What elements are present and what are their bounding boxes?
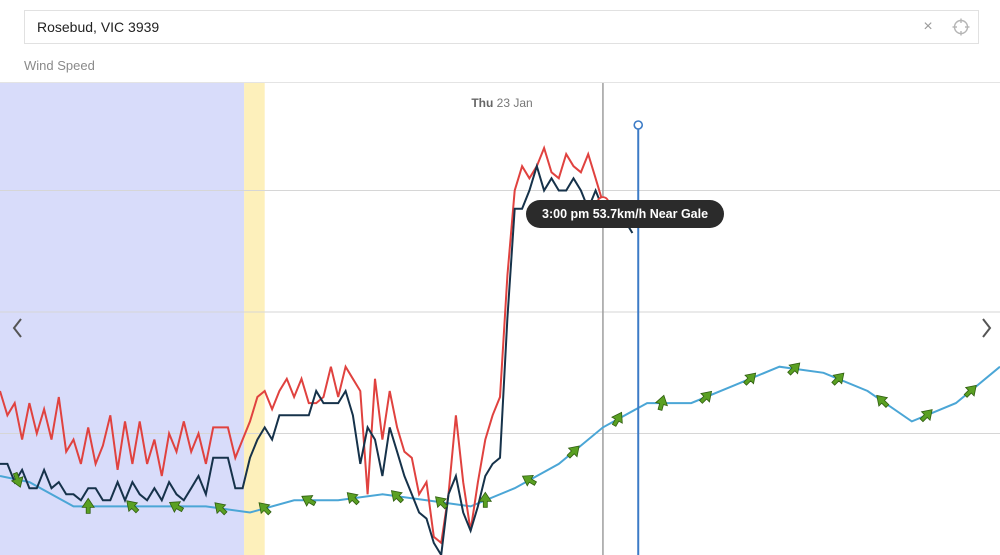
wind-direction-arrow-icon (787, 362, 801, 376)
close-icon[interactable]: × (923, 18, 933, 35)
wind-direction-arrow-icon (478, 491, 493, 508)
wind-direction-arrow-icon (214, 502, 228, 516)
wind-direction-arrow-icon (876, 394, 890, 409)
wind-direction-arrow-icon (963, 384, 977, 398)
arrow-shape (478, 491, 493, 508)
arrow-shape (435, 496, 449, 510)
wind-direction-arrow-icon (126, 500, 140, 514)
chevron-left-icon[interactable] (8, 311, 28, 345)
wind-direction-arrow-icon (435, 496, 449, 510)
chart-svg (0, 83, 1000, 555)
arrow-shape (301, 495, 317, 507)
wind-direction-arrow-icon (831, 372, 845, 386)
wind-direction-arrow-icon (743, 372, 757, 386)
arrow-shape (168, 501, 185, 513)
section-title: Wind Speed (24, 58, 95, 73)
wind-direction-arrow-icon (301, 495, 317, 507)
wind-direction-arrow-icon (168, 501, 185, 513)
arrow-shape (919, 409, 933, 423)
arrow-shape (654, 394, 668, 411)
wind-direction-arrow-icon (654, 394, 668, 411)
arrow-shape (743, 372, 757, 386)
arrow-shape (831, 372, 845, 386)
wind-direction-arrow-icon (258, 502, 272, 516)
wind-direction-arrow-icon (919, 409, 933, 423)
arrow-shape (126, 500, 140, 514)
arrow-shape (566, 445, 580, 459)
day-weekday: Thu (471, 96, 494, 110)
wind-speed-chart[interactable]: Thu 23 Jan 3:00 pm 53.7km/h Near Gale (0, 82, 1000, 555)
arrow-shape (10, 471, 24, 488)
day-label: Thu 23 Jan (440, 96, 564, 110)
arrow-shape (963, 384, 977, 398)
data-tooltip: 3:00 pm 53.7km/h Near Gale (526, 200, 725, 228)
day-date: 23 Jan (496, 96, 533, 110)
now-marker (633, 120, 644, 130)
arrow-shape (787, 362, 801, 376)
twilight-band-0 (244, 83, 265, 555)
location-search-input[interactable] (25, 11, 917, 43)
wind-direction-arrow-icon (698, 390, 713, 404)
wind-direction-arrow-icon (611, 411, 623, 427)
arrow-shape (521, 474, 538, 487)
arrow-shape (214, 502, 228, 516)
arrow-shape (876, 394, 890, 409)
arrow-shape (611, 411, 623, 427)
location-search-box: × (24, 10, 979, 44)
arrow-shape (258, 502, 272, 516)
arrow-shape (698, 390, 713, 404)
wind-direction-arrow-icon (10, 471, 24, 488)
arrow-shape (346, 492, 360, 506)
wind-direction-arrow-icon (390, 490, 405, 504)
chevron-right-icon[interactable] (976, 311, 996, 345)
arrow-shape (390, 490, 405, 504)
wind-direction-arrow-icon (346, 492, 360, 506)
crosshair-icon[interactable] (952, 18, 970, 36)
series-line-speed (0, 162, 634, 555)
wind-direction-arrow-icon (521, 474, 538, 487)
wind-direction-arrow-icon (566, 445, 580, 459)
arrow-shape (81, 497, 95, 514)
wind-direction-arrow-icon (81, 497, 95, 514)
series-line-forecast (0, 365, 1000, 514)
